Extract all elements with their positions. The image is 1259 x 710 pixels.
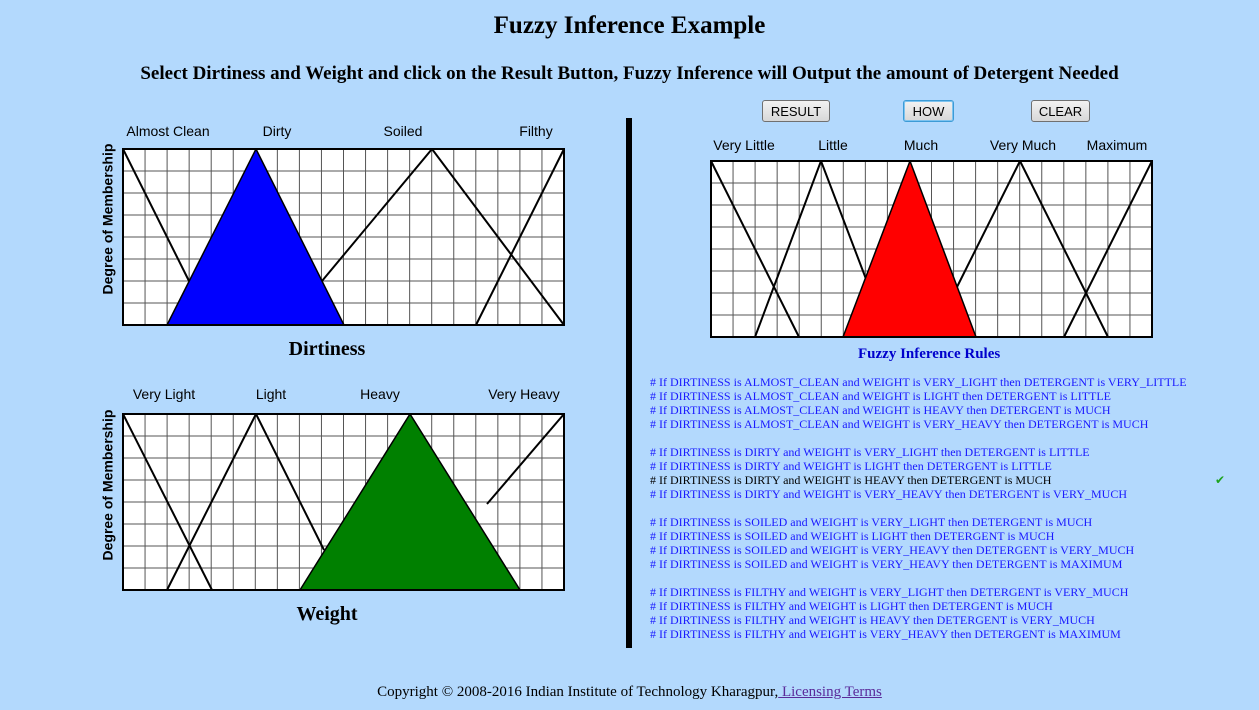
detergent-term-maximum: Maximum xyxy=(1086,137,1148,153)
dirtiness-term-almost-clean: Almost Clean xyxy=(126,123,210,139)
how-button[interactable]: HOW xyxy=(903,100,954,122)
rule-item: # If DIRTINESS is SOILED and WEIGHT is V… xyxy=(650,557,1123,571)
detergent-membership-line xyxy=(710,160,800,338)
weight-term-very-light: Very Light xyxy=(132,386,196,402)
weight-frame xyxy=(122,413,565,591)
weight-term-light: Light xyxy=(255,386,287,402)
rule-item: # If DIRTINESS is SOILED and WEIGHT is L… xyxy=(650,529,1055,543)
rules-list: # If DIRTINESS is ALMOST_CLEAN and WEIGH… xyxy=(650,375,1250,641)
rule-item: # If DIRTINESS is DIRTY and WEIGHT is VE… xyxy=(650,487,1127,501)
dirtiness-term-filthy: Filthy xyxy=(519,123,553,139)
rule-item: # If DIRTINESS is FILTHY and WEIGHT is L… xyxy=(650,599,1053,613)
rule-item: # If DIRTINESS is DIRTY and WEIGHT is VE… xyxy=(650,445,1090,459)
panel-divider xyxy=(626,118,632,648)
rule-item: # If DIRTINESS is SOILED and WEIGHT is V… xyxy=(650,543,1135,557)
rule-item: # If DIRTINESS is ALMOST_CLEAN and WEIGH… xyxy=(650,375,1187,389)
dirtiness-term-soiled: Soiled xyxy=(383,123,423,139)
dirtiness-grid xyxy=(123,149,564,325)
dirtiness-axis-title: Dirtiness xyxy=(288,338,366,360)
rules-title: Fuzzy Inference Rules xyxy=(858,346,1001,362)
rule-item: # If DIRTINESS is ALMOST_CLEAN and WEIGH… xyxy=(650,417,1149,431)
clear-button[interactable]: CLEAR xyxy=(1031,100,1090,122)
weight-membership-line xyxy=(486,413,565,505)
licensing-terms-link[interactable]: Licensing Terms xyxy=(778,684,882,700)
detergent-output-chart xyxy=(710,160,1153,338)
weight-membership-line xyxy=(122,413,213,591)
check-icon: ✔ xyxy=(1215,473,1226,487)
page-title: Fuzzy Inference Example xyxy=(493,12,766,39)
detergent-term-much: Much xyxy=(903,137,939,153)
instructions-text: Select Dirtiness and Weight and click on… xyxy=(140,63,1119,84)
weight-term-heavy: Heavy xyxy=(360,386,400,402)
weight-y-axis-label: Degree of Membership xyxy=(99,409,116,561)
dirtiness-term-dirty: Dirty xyxy=(262,123,292,139)
dirtiness-frame xyxy=(122,148,565,326)
result-button[interactable]: RESULT xyxy=(762,100,830,122)
weight-membership-chart[interactable] xyxy=(122,413,565,591)
detergent-term-very-much: Very Much xyxy=(989,137,1057,153)
dirtiness-y-axis-label: Degree of Membership xyxy=(99,143,116,295)
weight-term-very-heavy: Very Heavy xyxy=(488,386,560,402)
rule-item: # If DIRTINESS is DIRTY and WEIGHT is HE… xyxy=(650,473,1226,487)
footer: Copyright © 2008-2016 Indian Institute o… xyxy=(0,684,1259,701)
rule-item: # If DIRTINESS is ALMOST_CLEAN and WEIGH… xyxy=(650,389,1112,403)
detergent-frame xyxy=(710,160,1153,338)
rule-item: # If DIRTINESS is DIRTY and WEIGHT is LI… xyxy=(650,459,1052,473)
dirtiness-membership-line xyxy=(475,148,565,326)
dirtiness-membership-chart[interactable] xyxy=(122,148,565,326)
rule-item: # If DIRTINESS is ALMOST_CLEAN and WEIGH… xyxy=(650,403,1111,417)
rule-item: # If DIRTINESS is FILTHY and WEIGHT is V… xyxy=(650,585,1129,599)
dirtiness-membership-line xyxy=(122,148,190,282)
rule-item: # If DIRTINESS is SOILED and WEIGHT is V… xyxy=(650,515,1093,529)
rule-item: # If DIRTINESS is FILTHY and WEIGHT is V… xyxy=(650,627,1121,641)
detergent-term-very-little: Very Little xyxy=(713,137,775,153)
rule-item: # If DIRTINESS is FILTHY and WEIGHT is H… xyxy=(650,613,1095,627)
copyright-text: Copyright © 2008-2016 Indian Institute o… xyxy=(377,684,779,700)
detergent-term-little: Little xyxy=(818,137,848,153)
weight-axis-title: Weight xyxy=(296,603,358,625)
detergent-membership-line xyxy=(1063,160,1153,338)
